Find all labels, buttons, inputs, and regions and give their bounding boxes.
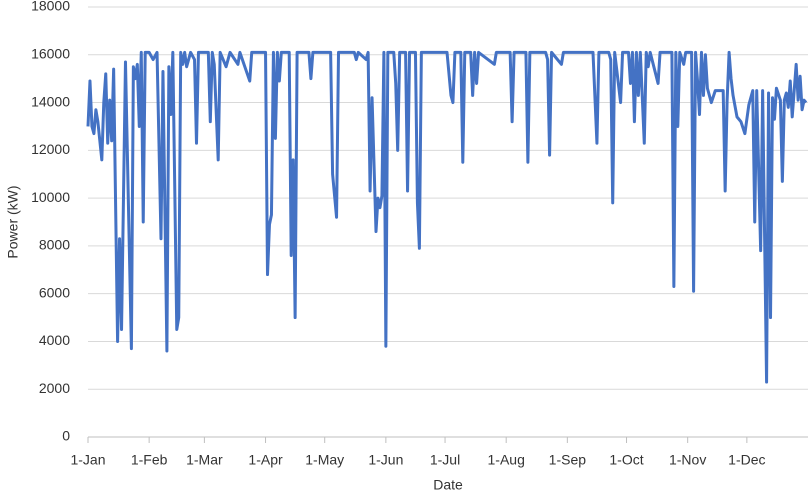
- x-tick-label: 1-Aug: [488, 452, 525, 468]
- x-tick-label: 1-Jun: [368, 452, 403, 468]
- x-tick-label: 1-Apr: [248, 452, 283, 468]
- x-tick-label: 1-Jan: [70, 452, 105, 468]
- y-tick-label: 18000: [31, 0, 70, 14]
- x-axis-label: Date: [433, 477, 463, 493]
- y-tick-label: 8000: [39, 237, 70, 253]
- x-tick-label: 1-Jul: [430, 452, 460, 468]
- data-line: [86, 50, 808, 384]
- y-tick-label: 14000: [31, 93, 70, 109]
- x-tick-label: 1-Mar: [186, 452, 223, 468]
- x-tick-label: 1-Sep: [549, 452, 587, 468]
- y-tick-label: 10000: [31, 189, 70, 205]
- x-tick-label: 1-Nov: [669, 452, 706, 468]
- y-tick-label: 4000: [39, 332, 70, 348]
- x-tick-label: 1-Dec: [728, 452, 765, 468]
- y-tick-label: 6000: [39, 284, 70, 300]
- y-tick-label: 12000: [31, 141, 70, 157]
- y-tick-label: 2000: [39, 380, 70, 396]
- y-tick-label: 16000: [31, 45, 70, 61]
- y-tick-label: 0: [62, 428, 70, 444]
- x-tick-label: 1-Oct: [609, 452, 643, 468]
- y-axis-label: Power (kW): [5, 185, 21, 258]
- x-tick-label: 1-May: [305, 452, 344, 468]
- x-tick-label: 1-Feb: [131, 452, 168, 468]
